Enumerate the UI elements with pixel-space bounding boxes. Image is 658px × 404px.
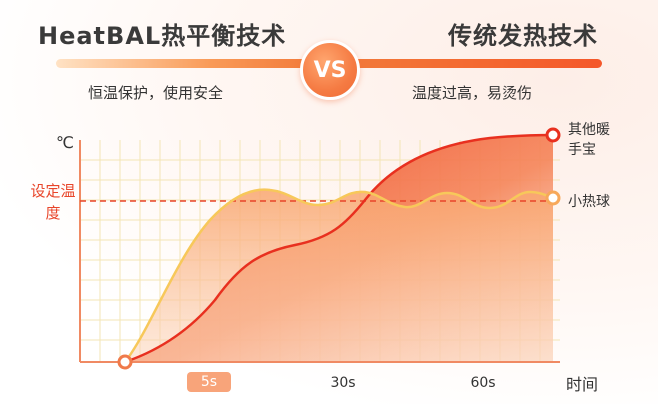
traditional-bar <box>344 59 602 68</box>
legend-other-warmer: 其他暖手宝 <box>568 122 610 158</box>
traditional-title: 传统发热技术 <box>448 22 598 50</box>
other-warmer-curve <box>124 133 554 364</box>
tick-60s: 60s <box>470 375 496 391</box>
heatbal-subtitle: 恒温保护，使用安全 <box>88 84 224 102</box>
legend-heat-ball: 小热球 <box>568 194 610 210</box>
heatbal-bar <box>56 59 314 68</box>
heat-ball-end-marker <box>545 190 561 206</box>
x-axis-label: 时间 <box>566 375 599 394</box>
origin-marker <box>117 354 133 370</box>
traditional-subtitle: 温度过高，易烫伤 <box>412 84 533 102</box>
other-warmer-end-marker <box>545 127 561 143</box>
heatbal-title: HeatBAL热平衡技术 <box>38 22 287 50</box>
y-unit-label: ℃ <box>56 133 74 152</box>
heat-ball-area <box>125 189 553 362</box>
heat-ball-curve <box>124 188 554 363</box>
tick-5s: 5s <box>187 372 231 392</box>
vs-badge: VS <box>300 40 360 100</box>
set-temperature-label: 设定温度 <box>30 182 76 222</box>
tick-30s: 30s <box>330 375 356 391</box>
